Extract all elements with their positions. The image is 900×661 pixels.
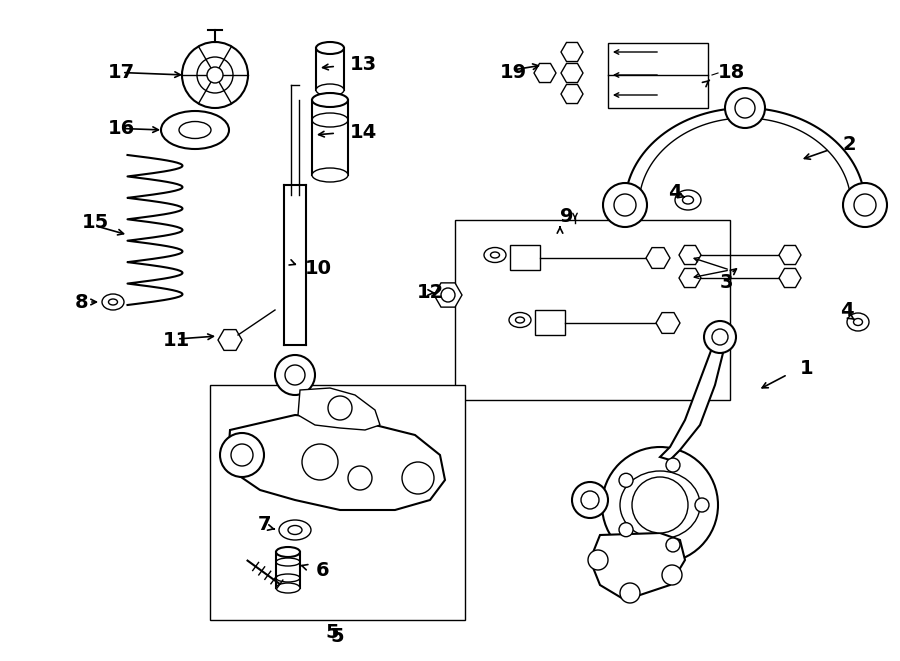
Text: 15: 15 bbox=[82, 212, 109, 231]
Text: 11: 11 bbox=[163, 330, 190, 350]
Ellipse shape bbox=[288, 525, 302, 535]
Circle shape bbox=[275, 355, 315, 395]
Circle shape bbox=[619, 473, 633, 487]
Ellipse shape bbox=[312, 168, 348, 182]
Circle shape bbox=[197, 57, 233, 93]
Polygon shape bbox=[535, 310, 565, 335]
Text: 18: 18 bbox=[718, 63, 745, 83]
Circle shape bbox=[182, 42, 248, 108]
Text: 19: 19 bbox=[500, 63, 527, 81]
Text: 14: 14 bbox=[350, 122, 377, 141]
Circle shape bbox=[725, 88, 765, 128]
Ellipse shape bbox=[316, 42, 344, 54]
Text: 6: 6 bbox=[316, 561, 329, 580]
Ellipse shape bbox=[620, 471, 700, 539]
Circle shape bbox=[207, 67, 223, 83]
Text: 12: 12 bbox=[417, 282, 445, 301]
Circle shape bbox=[220, 433, 264, 477]
Circle shape bbox=[619, 523, 633, 537]
Circle shape bbox=[581, 491, 599, 509]
Circle shape bbox=[620, 583, 640, 603]
Text: 2: 2 bbox=[843, 136, 857, 155]
Circle shape bbox=[614, 194, 636, 216]
Circle shape bbox=[695, 498, 709, 512]
Bar bbox=[455, 220, 730, 400]
Circle shape bbox=[632, 477, 688, 533]
Ellipse shape bbox=[179, 122, 211, 139]
Text: 16: 16 bbox=[108, 118, 135, 137]
Circle shape bbox=[666, 458, 680, 472]
Circle shape bbox=[572, 482, 608, 518]
Text: 7: 7 bbox=[258, 516, 272, 535]
Ellipse shape bbox=[516, 317, 525, 323]
Ellipse shape bbox=[109, 299, 118, 305]
Circle shape bbox=[854, 194, 876, 216]
Ellipse shape bbox=[847, 313, 869, 331]
Ellipse shape bbox=[853, 319, 862, 325]
Ellipse shape bbox=[102, 294, 124, 310]
Bar bbox=[608, 43, 708, 108]
Ellipse shape bbox=[276, 583, 300, 593]
Ellipse shape bbox=[161, 111, 229, 149]
Circle shape bbox=[735, 98, 755, 118]
Text: 10: 10 bbox=[305, 258, 332, 278]
Text: 5: 5 bbox=[325, 623, 338, 641]
Circle shape bbox=[843, 183, 887, 227]
Text: 13: 13 bbox=[350, 56, 377, 75]
Ellipse shape bbox=[675, 190, 701, 210]
Circle shape bbox=[328, 396, 352, 420]
Circle shape bbox=[231, 444, 253, 466]
Circle shape bbox=[704, 321, 736, 353]
Ellipse shape bbox=[279, 520, 311, 540]
Circle shape bbox=[666, 538, 680, 552]
Circle shape bbox=[348, 466, 372, 490]
Circle shape bbox=[712, 329, 728, 345]
Bar bbox=[210, 385, 465, 620]
Text: 5: 5 bbox=[330, 627, 344, 646]
Circle shape bbox=[588, 550, 608, 570]
Circle shape bbox=[441, 288, 455, 302]
Circle shape bbox=[302, 444, 338, 480]
Text: 17: 17 bbox=[108, 63, 135, 81]
Circle shape bbox=[662, 565, 682, 585]
Polygon shape bbox=[660, 340, 725, 460]
Text: 4: 4 bbox=[840, 301, 853, 319]
Circle shape bbox=[402, 462, 434, 494]
Circle shape bbox=[602, 447, 718, 563]
Ellipse shape bbox=[312, 93, 348, 107]
Text: 9: 9 bbox=[560, 206, 573, 225]
Text: 3: 3 bbox=[720, 272, 733, 292]
Circle shape bbox=[285, 365, 305, 385]
Ellipse shape bbox=[484, 247, 506, 262]
Text: 1: 1 bbox=[800, 358, 814, 377]
Polygon shape bbox=[510, 245, 540, 270]
Polygon shape bbox=[590, 533, 685, 600]
Ellipse shape bbox=[509, 313, 531, 327]
Ellipse shape bbox=[276, 547, 300, 557]
Ellipse shape bbox=[316, 84, 344, 96]
Polygon shape bbox=[228, 415, 445, 510]
Polygon shape bbox=[298, 388, 380, 430]
Text: 8: 8 bbox=[75, 293, 88, 311]
Ellipse shape bbox=[491, 252, 500, 258]
Ellipse shape bbox=[682, 196, 694, 204]
Circle shape bbox=[603, 183, 647, 227]
Text: 4: 4 bbox=[668, 182, 681, 202]
